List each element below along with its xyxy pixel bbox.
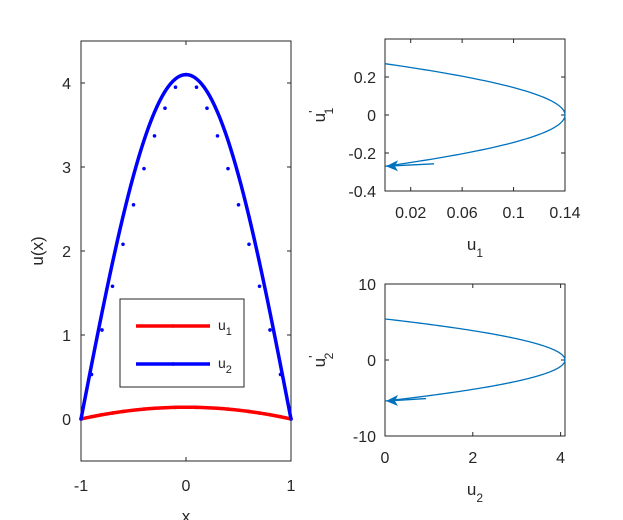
y-tick-label: 4: [62, 76, 71, 93]
data-point-u2: [131, 203, 136, 207]
y-tick-label: 10: [358, 277, 376, 294]
x-tick-label: 0.1: [502, 205, 524, 222]
data-point-u1: [121, 409, 125, 414]
legend-box: [119, 298, 245, 388]
y-axis-label: u'1: [306, 107, 336, 122]
y-axis-label: u(x): [28, 236, 47, 265]
data-point-u1: [278, 414, 283, 419]
x-tick-label: 1: [287, 478, 296, 495]
data-point-u2: [205, 106, 209, 110]
x-tick-label: 2: [468, 450, 477, 467]
phase-plot-u1: 0.02 0.06 0.1 0.14 -0.4 -0.2 0 0.2 u1 u'1: [306, 38, 581, 260]
legend-entry-u2: u2: [218, 355, 232, 376]
data-point-u2: [226, 166, 230, 171]
y-tick-label: 0.2: [354, 70, 376, 87]
data-point-u2: [100, 328, 104, 332]
data-point-u1: [152, 406, 157, 411]
data-point-u1: [215, 406, 220, 411]
trajectory-line: [384, 63, 566, 167]
legend-marker: [171, 362, 175, 366]
y-tick-label: -0.2: [348, 146, 376, 163]
data-point-u1: [257, 411, 262, 415]
legend: u1 u2: [119, 298, 245, 388]
y-tick-label: 0: [62, 412, 71, 429]
y-tick-label: 1: [62, 328, 71, 345]
data-point-u2: [184, 72, 188, 77]
data-point-u2: [215, 134, 220, 138]
data-point-u1: [226, 407, 230, 411]
legend-marker: [171, 324, 175, 328]
data-point-u2: [173, 85, 178, 89]
x-tick-label: 4: [556, 450, 565, 467]
y-tick-label: -0.4: [348, 184, 376, 201]
y-tick-label: 3: [62, 160, 71, 177]
data-point-u2: [152, 134, 157, 138]
data-point-u2: [163, 106, 167, 110]
data-point-u1: [173, 405, 178, 410]
data-point-u2: [110, 284, 115, 289]
trajectory-line: [384, 318, 566, 402]
trajectory-arrowhead: [386, 395, 398, 407]
y-axis-label: u'2: [306, 352, 336, 367]
legend-entry-u1: u1: [218, 317, 232, 338]
y-tick-label: 0: [367, 108, 376, 125]
data-point-u1: [100, 412, 104, 417]
x-axis-label: u2: [467, 480, 483, 505]
x-axis-label: u1: [467, 235, 483, 260]
data-point-u1: [247, 409, 251, 414]
arrow-shaft: [393, 397, 427, 402]
x-tick-label: 0: [381, 450, 390, 467]
data-point-u2: [79, 417, 83, 421]
main-plot: -1 0 1 0 1 2 3 4 x u(x) u1 u2: [28, 40, 296, 520]
y-tick-label: 2: [62, 244, 71, 261]
data-point-u2: [121, 242, 125, 247]
data-point-u1: [142, 407, 146, 411]
data-point-u1: [110, 411, 115, 415]
data-point-u2: [247, 242, 251, 247]
x-tick-label: 0.02: [395, 205, 426, 222]
data-point-u2: [257, 284, 262, 289]
x-tick-label: -1: [74, 478, 88, 495]
arrow-shaft: [393, 163, 435, 167]
data-point-u1: [184, 405, 188, 410]
data-point-u2: [278, 372, 283, 377]
data-point-u2: [89, 372, 94, 377]
data-point-u1: [163, 405, 167, 410]
data-point-u1: [236, 408, 241, 412]
x-axis-label: x: [182, 507, 191, 520]
x-tick-label: 0: [182, 478, 191, 495]
x-tick-label: 0.14: [549, 205, 580, 222]
phase-plot-u2: 0 2 4 -10 0 10 u2 u'2: [306, 277, 566, 505]
y-tick-label: -10: [353, 429, 376, 446]
data-point-u1: [268, 412, 272, 417]
data-point-u1: [89, 414, 94, 419]
y-tick-label: 0: [367, 353, 376, 370]
trajectory-arrowhead: [386, 160, 398, 172]
data-point-u2: [142, 166, 146, 171]
data-point-u1: [131, 408, 136, 412]
data-point-u1: [194, 405, 199, 410]
x-tick-label: 0.06: [447, 205, 478, 222]
data-point-u2: [236, 203, 241, 207]
data-point-u2: [268, 328, 272, 332]
data-point-u1: [205, 405, 209, 410]
data-point-u2: [289, 417, 293, 421]
data-point-u2: [194, 85, 199, 89]
